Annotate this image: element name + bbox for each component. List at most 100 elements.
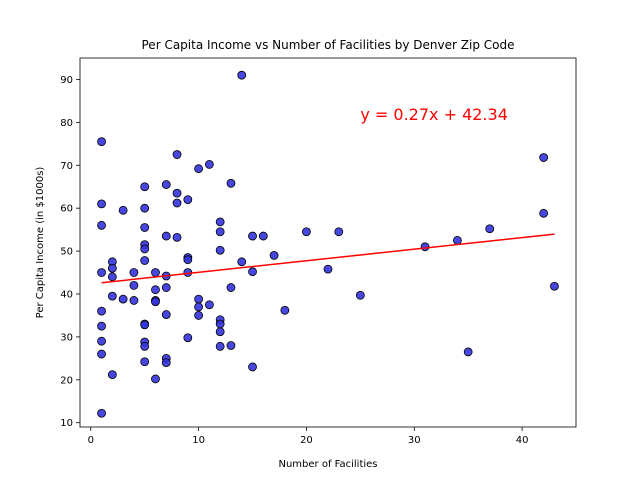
data-point <box>97 268 106 277</box>
x-axis: 0 10 20 30 40 <box>88 427 529 446</box>
data-point <box>107 291 117 301</box>
y-tick-label: 80 <box>60 118 73 129</box>
data-point <box>280 305 290 315</box>
data-point <box>452 235 462 245</box>
data-point <box>215 327 225 337</box>
data-point <box>463 347 473 357</box>
data-point <box>215 217 225 227</box>
data-point <box>97 199 106 209</box>
y-tick-label: 70 <box>60 161 73 172</box>
data-point <box>204 160 214 169</box>
data-point <box>107 370 117 380</box>
data-point <box>215 227 225 237</box>
data-point <box>172 198 182 208</box>
data-point <box>172 232 182 242</box>
data-point <box>97 306 106 316</box>
data-point <box>151 297 160 307</box>
data-point <box>183 255 193 265</box>
data-point <box>334 227 344 237</box>
data-point <box>140 256 150 265</box>
data-point <box>161 231 171 241</box>
data-point <box>129 296 139 305</box>
data-point <box>140 244 150 254</box>
data-point <box>183 333 193 343</box>
data-point <box>194 294 204 304</box>
data-point <box>237 257 247 267</box>
plot-area: y = 0.27x + 42.34 <box>79 57 577 428</box>
data-point <box>129 268 139 277</box>
data-point <box>258 231 268 241</box>
x-tick-label: 20 <box>300 435 313 446</box>
data-point <box>302 227 311 237</box>
data-point <box>107 272 117 282</box>
x-tick-label: 10 <box>192 435 205 446</box>
data-point <box>161 310 171 319</box>
data-point <box>226 341 236 350</box>
data-point <box>226 178 236 188</box>
data-point <box>485 224 495 234</box>
data-point <box>539 153 549 162</box>
y-tick-label: 40 <box>60 289 73 300</box>
regression-equation: y = 0.27x + 42.34 <box>360 105 508 124</box>
data-point <box>140 320 150 330</box>
data-point <box>97 336 106 346</box>
y-tick-label: 60 <box>60 204 73 215</box>
x-tick-label: 30 <box>408 435 421 446</box>
data-point <box>172 150 182 159</box>
data-point <box>129 281 139 290</box>
data-point <box>172 188 182 198</box>
data-point <box>194 302 204 312</box>
y-tick-label: 30 <box>60 332 73 343</box>
data-point <box>204 300 214 310</box>
plot-frame <box>79 57 577 428</box>
data-point <box>140 182 150 192</box>
y-tick-label: 10 <box>60 418 73 429</box>
data-point <box>140 223 150 232</box>
data-point <box>183 195 193 204</box>
data-point <box>151 268 160 277</box>
data-point <box>194 164 204 174</box>
regression-line <box>101 233 555 284</box>
data-point <box>215 341 225 351</box>
data-point <box>151 285 160 295</box>
data-point <box>107 263 117 273</box>
data-point <box>97 137 106 147</box>
y-axis: 10 20 30 40 50 60 70 80 90 <box>60 75 80 429</box>
y-tick-label: 20 <box>60 375 73 386</box>
data-point <box>248 267 257 277</box>
data-point <box>140 341 150 351</box>
data-point <box>118 205 128 215</box>
data-point <box>194 311 204 320</box>
data-point <box>151 374 160 384</box>
y-tick-label: 50 <box>60 247 73 258</box>
x-tick-label: 40 <box>516 435 529 446</box>
data-point <box>215 245 225 255</box>
data-point <box>118 294 128 304</box>
data-point <box>140 203 150 213</box>
plot-background <box>80 58 576 427</box>
x-tick-label: 0 <box>88 435 94 446</box>
data-point <box>248 231 257 241</box>
data-point <box>539 208 549 218</box>
data-point <box>237 70 247 80</box>
data-point <box>269 250 279 260</box>
data-point <box>97 408 106 418</box>
y-tick-label: 90 <box>60 75 73 86</box>
data-point <box>97 220 106 230</box>
y-axis-label: Per Capita Income (in $1000s) <box>35 167 46 319</box>
data-point <box>97 321 106 331</box>
data-point <box>161 283 171 292</box>
chart-title: Per Capita Income vs Number of Facilitie… <box>142 38 515 52</box>
data-point <box>161 180 171 189</box>
data-point <box>97 349 106 359</box>
data-point <box>355 290 365 300</box>
data-points <box>97 70 559 418</box>
data-point <box>550 281 559 291</box>
data-point <box>420 242 430 252</box>
data-point <box>161 358 171 368</box>
data-point <box>215 319 225 329</box>
data-point <box>226 283 236 292</box>
data-point <box>140 357 150 367</box>
x-axis-label: Number of Facilities <box>278 459 377 470</box>
